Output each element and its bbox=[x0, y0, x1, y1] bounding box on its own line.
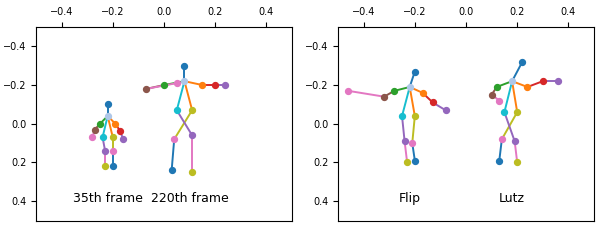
Point bbox=[100, 149, 110, 153]
Point bbox=[343, 89, 353, 93]
Point bbox=[95, 122, 105, 126]
Point bbox=[379, 95, 389, 99]
Point bbox=[523, 85, 532, 89]
Point bbox=[410, 70, 419, 73]
Point bbox=[494, 159, 504, 162]
Point bbox=[187, 108, 197, 112]
Point bbox=[518, 60, 527, 64]
Point bbox=[397, 114, 407, 118]
Point bbox=[108, 149, 118, 153]
Point bbox=[197, 83, 207, 87]
Text: Flip: Flip bbox=[399, 192, 421, 205]
Point bbox=[88, 135, 97, 139]
Point bbox=[211, 83, 220, 87]
Point bbox=[553, 79, 563, 83]
Point bbox=[90, 128, 100, 131]
Point bbox=[492, 85, 502, 89]
Point bbox=[179, 64, 189, 68]
Text: 220th frame: 220th frame bbox=[151, 192, 229, 205]
Point bbox=[410, 159, 419, 162]
Point bbox=[98, 135, 107, 139]
Point bbox=[100, 164, 110, 168]
Point bbox=[407, 141, 417, 145]
Point bbox=[103, 103, 112, 106]
Point bbox=[400, 139, 409, 143]
Point bbox=[108, 164, 118, 168]
Point bbox=[167, 168, 176, 172]
Point bbox=[403, 161, 412, 164]
Point bbox=[169, 137, 179, 141]
Point bbox=[497, 137, 506, 141]
Point bbox=[187, 134, 197, 137]
Point bbox=[389, 89, 399, 93]
Text: 35th frame: 35th frame bbox=[73, 192, 143, 205]
Point bbox=[187, 170, 197, 174]
Point bbox=[172, 108, 182, 112]
Point bbox=[103, 114, 112, 118]
Point bbox=[159, 83, 169, 87]
Point bbox=[510, 139, 520, 143]
Text: Lutz: Lutz bbox=[499, 192, 525, 205]
Point bbox=[405, 85, 415, 89]
Point bbox=[512, 161, 522, 164]
Point bbox=[108, 135, 118, 139]
Point bbox=[500, 110, 509, 114]
Point bbox=[441, 108, 451, 112]
Point bbox=[116, 130, 125, 133]
Point bbox=[428, 101, 437, 104]
Point bbox=[512, 110, 522, 114]
Point bbox=[410, 114, 419, 118]
Point bbox=[494, 99, 504, 102]
Point bbox=[118, 137, 128, 141]
Point bbox=[221, 83, 230, 87]
Point bbox=[487, 93, 496, 97]
Point bbox=[172, 81, 182, 85]
Point bbox=[141, 87, 151, 91]
Point bbox=[507, 79, 517, 83]
Point bbox=[538, 79, 548, 83]
Point bbox=[418, 91, 427, 94]
Point bbox=[110, 122, 120, 126]
Point bbox=[179, 79, 189, 83]
